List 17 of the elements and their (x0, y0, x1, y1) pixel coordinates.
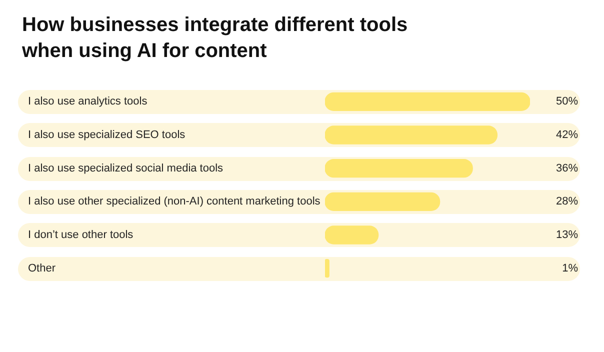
data-label: 42% (556, 129, 578, 142)
y-tick-label: I also use analytics tools (28, 96, 148, 108)
y-tick-label: Other (28, 262, 56, 274)
y-tick-label: I also use specialized social media tools (28, 162, 224, 174)
bar (325, 126, 498, 144)
data-label: 28% (556, 196, 578, 208)
bar (325, 159, 473, 178)
data-label: 13% (556, 229, 578, 242)
data-label: 1% (562, 262, 578, 274)
bar (325, 192, 440, 211)
y-tick-label: I also use other specialized (non-AI) content marketing tools (28, 196, 321, 208)
data-label: 50% (556, 96, 578, 108)
y-tick-label: I don’t use other tools (28, 229, 134, 242)
data-label: 36% (556, 162, 578, 174)
y-tick-label: I also use specialized SEO tools (28, 129, 186, 142)
bar (325, 259, 330, 278)
chart-title: How businesses integrate different tools when using AI for content (22, 13, 409, 64)
